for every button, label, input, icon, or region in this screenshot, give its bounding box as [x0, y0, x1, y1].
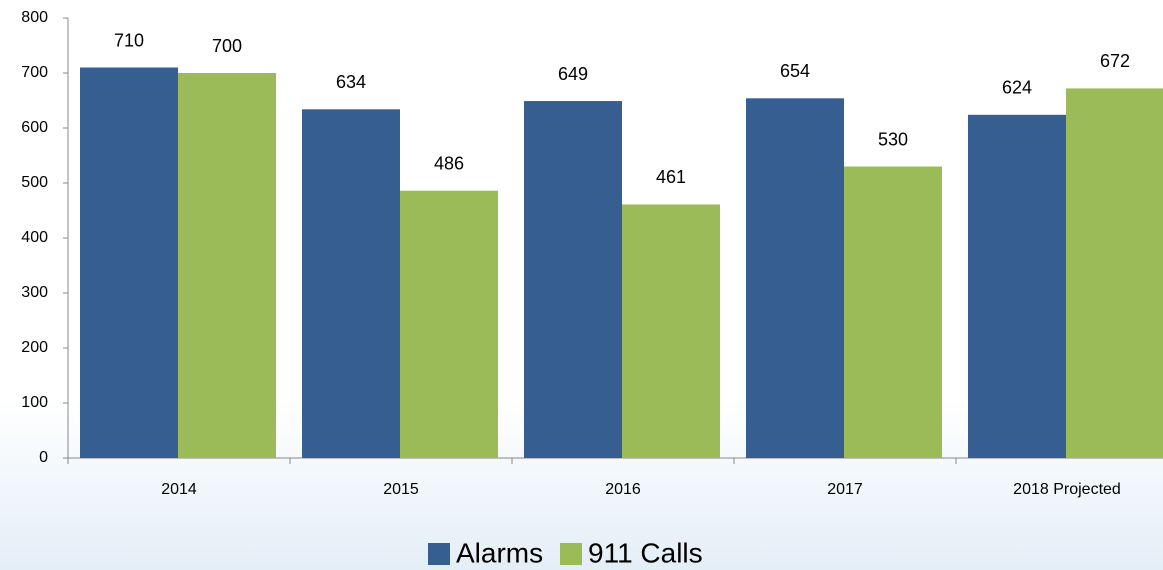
x-tick-label: 2018 Projected [1013, 481, 1121, 498]
data-label: 654 [780, 61, 810, 81]
data-label: 710 [114, 30, 144, 50]
bar [746, 98, 844, 459]
data-label: 461 [656, 167, 686, 187]
bar [524, 101, 622, 459]
y-tick-label: 400 [21, 229, 48, 246]
bar [178, 73, 276, 458]
y-tick-label: 300 [21, 284, 48, 301]
x-tick-label: 2015 [383, 481, 419, 498]
x-tick-label: 2016 [605, 481, 641, 498]
legend-swatch [428, 543, 450, 565]
x-tick-label: 2017 [827, 481, 863, 498]
bar [844, 166, 942, 458]
data-label: 634 [336, 72, 366, 92]
y-tick-label: 500 [21, 174, 48, 191]
y-tick-label: 200 [21, 339, 48, 356]
data-label: 624 [1002, 78, 1032, 98]
y-tick-label: 600 [21, 119, 48, 136]
legend-label: 911 Calls [588, 537, 703, 568]
x-tick-label: 2014 [161, 481, 197, 498]
legend-label: Alarms [456, 537, 543, 568]
legend-swatch [560, 543, 582, 565]
y-tick-label: 0 [39, 449, 48, 466]
y-tick-label: 100 [21, 394, 48, 411]
bar [622, 204, 720, 458]
bar [302, 109, 400, 459]
y-tick-label: 700 [21, 64, 48, 81]
bar [1066, 88, 1163, 459]
bar [80, 67, 178, 458]
data-label: 530 [878, 129, 908, 149]
y-tick-label: 800 [21, 9, 48, 26]
bar [400, 190, 498, 458]
data-label: 672 [1100, 51, 1130, 71]
bar [968, 114, 1066, 459]
data-label: 700 [212, 36, 242, 56]
data-label: 486 [434, 153, 464, 173]
data-label: 649 [558, 64, 588, 84]
